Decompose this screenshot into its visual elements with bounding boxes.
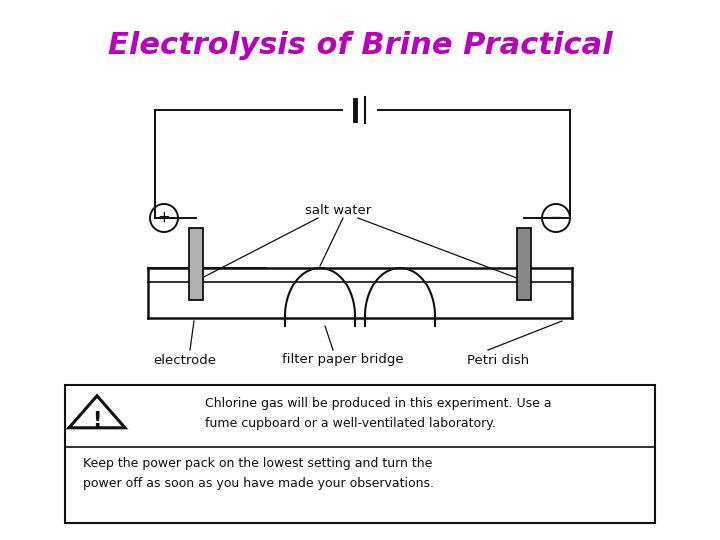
- Text: Electrolysis of Brine Practical: Electrolysis of Brine Practical: [107, 30, 613, 59]
- Polygon shape: [69, 396, 125, 428]
- Text: electrode: electrode: [153, 354, 217, 367]
- Bar: [517, 228, 531, 300]
- Text: salt water: salt water: [305, 204, 371, 217]
- Text: filter paper bridge: filter paper bridge: [282, 354, 404, 367]
- Text: Chlorine gas will be produced in this experiment. Use a: Chlorine gas will be produced in this ex…: [205, 396, 552, 409]
- Text: +: +: [158, 211, 171, 226]
- Text: −: −: [549, 211, 562, 226]
- Bar: [65, 385, 655, 523]
- Bar: [189, 228, 203, 300]
- Text: power off as soon as you have made your observations.: power off as soon as you have made your …: [83, 476, 434, 489]
- Text: Petri dish: Petri dish: [467, 354, 529, 367]
- Text: fume cupboard or a well-ventilated laboratory.: fume cupboard or a well-ventilated labor…: [205, 416, 496, 429]
- Text: !: !: [92, 411, 102, 431]
- Text: Keep the power pack on the lowest setting and turn the: Keep the power pack on the lowest settin…: [83, 456, 433, 469]
